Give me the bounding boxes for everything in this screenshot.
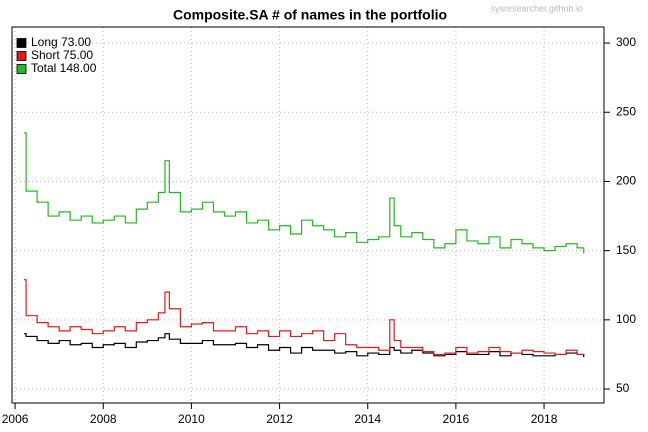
x-tick-label: 2014 [354, 412, 381, 426]
legend-swatch [16, 51, 27, 61]
x-tick-label: 2010 [178, 412, 205, 426]
y-tick-label: 300 [616, 35, 636, 49]
legend-label: Long 73.00 [31, 35, 91, 49]
y-tick-label: 250 [616, 104, 636, 118]
y-tick-label: 200 [616, 174, 636, 188]
legend-swatch [16, 38, 27, 48]
x-tick-label: 2018 [531, 412, 558, 426]
series-line [23, 132, 585, 254]
series-line [23, 333, 585, 358]
legend-label: Short 75.00 [31, 48, 93, 62]
x-tick-label: 2016 [443, 412, 470, 426]
x-tick-label: 2008 [90, 412, 117, 426]
y-tick-label: 100 [616, 312, 636, 326]
y-tick-label: 50 [616, 381, 630, 395]
series-line [23, 279, 584, 356]
legend-label: Total 148.00 [31, 61, 97, 75]
watermark: sysresearcher.github.io [490, 3, 583, 13]
legend-swatch [16, 64, 27, 74]
plot-frame [11, 26, 605, 404]
x-tick-label: 2012 [266, 412, 293, 426]
y-tick-label: 150 [616, 243, 636, 257]
chart-title: Composite.SA # of names in the portfolio [173, 7, 447, 23]
x-tick-label: 2006 [2, 412, 29, 426]
